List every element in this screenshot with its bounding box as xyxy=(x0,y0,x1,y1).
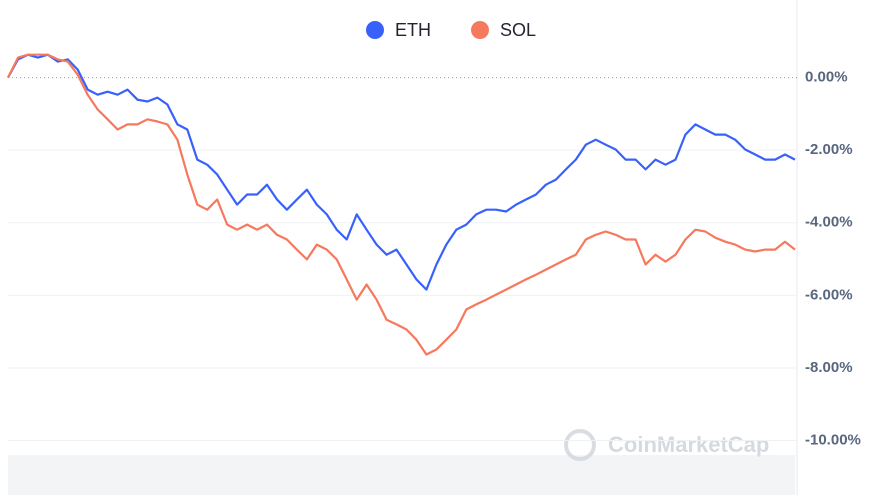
legend-marker xyxy=(471,21,489,39)
line-sol xyxy=(7,53,796,356)
legend-marker xyxy=(366,21,384,39)
y-tick-label: -6.00% xyxy=(805,286,853,303)
legend-label: ETH xyxy=(395,20,431,40)
y-tick-label: 0.00% xyxy=(805,69,848,86)
y-tick-label: -10.00% xyxy=(805,432,861,449)
watermark-logo xyxy=(564,429,596,461)
y-tick-label: -2.00% xyxy=(805,141,853,158)
watermark: CoinMarketCap xyxy=(608,432,769,457)
legend-label: SOL xyxy=(500,20,536,40)
line-eth xyxy=(7,53,796,291)
y-tick-label: -8.00% xyxy=(805,359,853,376)
y-tick-label: -4.00% xyxy=(805,214,853,231)
volume-band xyxy=(8,455,795,495)
